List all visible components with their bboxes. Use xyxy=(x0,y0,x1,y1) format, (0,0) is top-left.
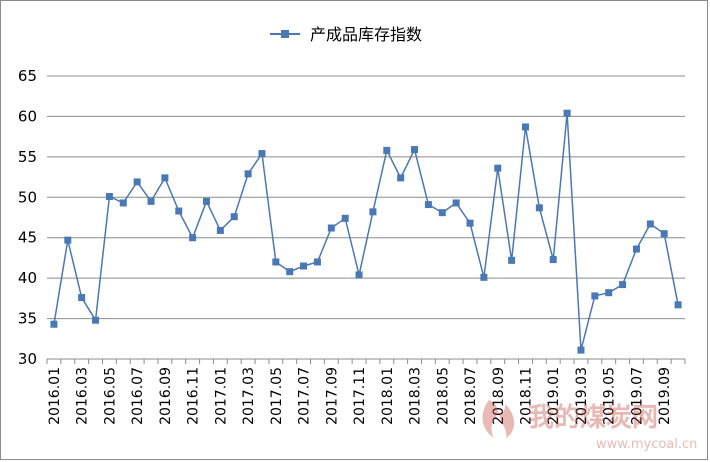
data-point xyxy=(189,234,197,242)
data-point xyxy=(64,236,72,244)
data-point xyxy=(313,258,321,266)
x-tick-label: 2016.03 xyxy=(75,367,91,425)
watermark-site-url: www.mycoal.cn xyxy=(596,437,697,452)
data-point xyxy=(286,268,294,276)
watermark: 我的煤炭网 www.mycoal.cn xyxy=(482,400,697,452)
data-point xyxy=(452,199,460,207)
y-tick-label: 60 xyxy=(18,107,37,125)
data-point xyxy=(591,292,599,300)
data-point xyxy=(258,150,266,158)
y-tick-label: 55 xyxy=(18,148,37,166)
data-point xyxy=(327,224,335,232)
x-tick-label: 2017.11 xyxy=(352,367,368,425)
legend-marker-swatch xyxy=(281,30,289,38)
x-tick-label: 2018.07 xyxy=(463,367,479,425)
x-tick-label: 2019.03 xyxy=(574,367,590,425)
data-point xyxy=(300,262,308,270)
data-point xyxy=(660,230,668,238)
watermark-flame-icon xyxy=(482,400,515,438)
data-point xyxy=(230,213,238,221)
data-point xyxy=(369,208,377,216)
legend: 产成品库存指数 xyxy=(270,25,422,44)
x-tick-label: 2017.07 xyxy=(297,367,313,425)
y-tick-label: 50 xyxy=(18,188,37,206)
x-tick-label: 2016.05 xyxy=(102,367,118,425)
x-tick-label: 2016.07 xyxy=(130,367,146,425)
data-point xyxy=(605,289,613,297)
x-tick-label: 2016.11 xyxy=(186,367,202,425)
data-point xyxy=(577,346,585,354)
y-tick-label: 40 xyxy=(18,269,37,287)
data-point xyxy=(175,207,183,215)
x-tick-label: 2019.05 xyxy=(602,367,618,425)
data-point xyxy=(341,214,349,222)
data-point xyxy=(619,281,627,289)
data-point xyxy=(535,204,543,212)
y-axis-tick-labels: 30 35 40 45 50 55 60 65 xyxy=(18,67,37,368)
data-point xyxy=(563,109,571,117)
data-point xyxy=(494,164,502,172)
x-tick-label: 2017.03 xyxy=(241,367,257,425)
data-point xyxy=(383,146,391,154)
data-point xyxy=(272,258,280,266)
x-tick-label: 2018.05 xyxy=(435,367,451,425)
data-point xyxy=(522,123,529,131)
data-point xyxy=(78,294,86,302)
data-point xyxy=(50,320,58,328)
y-tick-label: 65 xyxy=(18,67,37,85)
y-tick-label: 45 xyxy=(18,229,37,247)
data-point xyxy=(244,170,252,178)
data-point xyxy=(105,192,113,200)
x-tick-label: 2016.01 xyxy=(47,367,63,425)
data-point xyxy=(466,219,474,227)
series-group xyxy=(50,109,682,354)
data-point xyxy=(397,174,405,182)
data-point xyxy=(161,174,169,182)
data-point xyxy=(411,146,419,154)
x-tick-label: 2017.01 xyxy=(213,367,229,425)
data-point xyxy=(632,245,640,253)
x-tick-label: 2017.09 xyxy=(324,367,340,425)
x-tick-label: 2016.09 xyxy=(158,367,174,425)
data-point xyxy=(480,273,488,281)
watermark-site-name: 我的煤炭网 xyxy=(528,402,658,433)
x-tick-label: 2019.01 xyxy=(546,367,562,425)
data-point xyxy=(646,220,654,228)
data-point xyxy=(355,271,363,279)
x-tick-label: 2019.09 xyxy=(657,367,673,425)
x-tick-label: 2018.03 xyxy=(408,367,424,425)
x-tick-label: 2017.05 xyxy=(269,367,285,425)
data-point xyxy=(147,197,155,205)
y-tick-label: 35 xyxy=(18,310,37,328)
x-tick-label: 2019.07 xyxy=(629,367,645,425)
data-point xyxy=(92,316,100,324)
series-line xyxy=(53,113,679,351)
data-point xyxy=(133,178,141,186)
x-tick-label: 2018.11 xyxy=(519,367,535,425)
data-point xyxy=(203,197,210,205)
data-point xyxy=(119,199,127,207)
legend-entry: 产成品库存指数 xyxy=(310,25,422,44)
y-tick-label: 30 xyxy=(18,350,37,368)
x-axis-tick-labels: 2016.01 2016.03 2016.05 2016.07 2016.09 2016.… xyxy=(47,367,673,425)
data-point xyxy=(216,226,224,234)
data-point xyxy=(549,256,557,264)
x-axis xyxy=(46,358,686,364)
data-point xyxy=(508,256,516,264)
data-point xyxy=(438,209,446,217)
data-point xyxy=(424,201,432,209)
data-point xyxy=(674,301,682,309)
x-tick-label: 2018.09 xyxy=(491,367,507,425)
x-tick-label: 2018.01 xyxy=(380,367,396,425)
